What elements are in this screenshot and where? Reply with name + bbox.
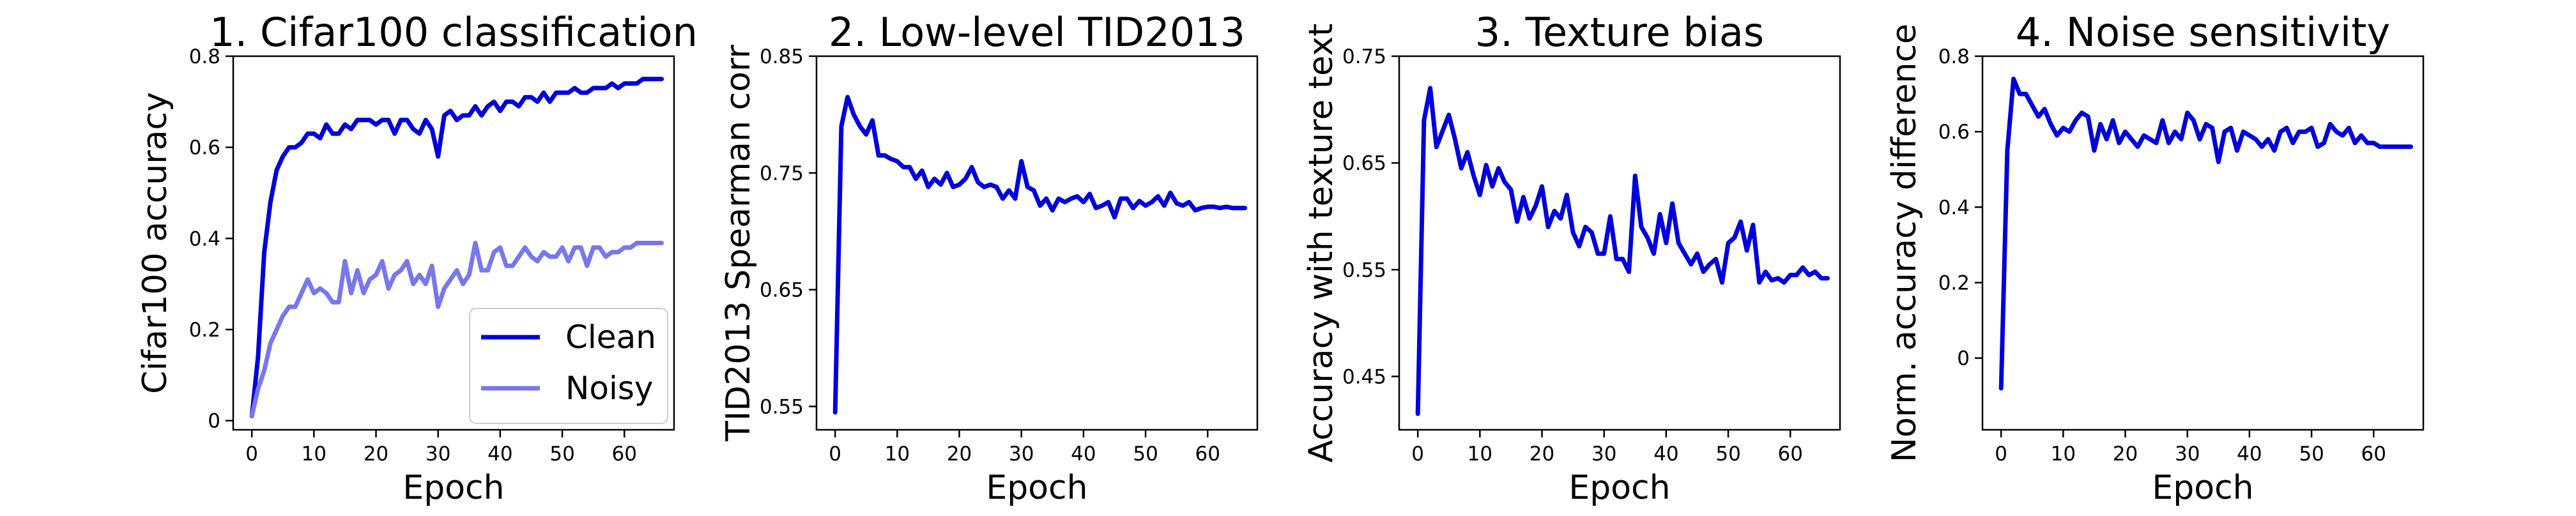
plot-frame	[232, 55, 675, 431]
legend-label-clean: Clean	[565, 319, 656, 356]
y-tick-label: 0	[1957, 347, 1970, 370]
x-tick-label: 30	[1591, 443, 1616, 466]
chart-title: 3. Texture bias	[1475, 9, 1764, 56]
y-axis-label: Cifar100 accuracy	[136, 92, 174, 394]
x-tick-label: 30	[425, 443, 450, 466]
x-tick-label: 10	[302, 443, 326, 466]
y-tick-label: 0.6	[1938, 121, 1970, 144]
y-tick-label: 0.8	[1938, 45, 1970, 68]
x-axis-label: Epoch	[402, 469, 504, 507]
series-line-1	[832, 95, 1248, 415]
chart-title: 4. Noise sensitivity	[2016, 9, 2390, 56]
x-tick-label: 10	[2051, 443, 2076, 466]
y-tick-label: 0.6	[189, 137, 220, 160]
x-tick-label: 10	[1468, 443, 1492, 466]
x-axis-label: Epoch	[1568, 469, 1670, 507]
y-tick-label: 0	[208, 410, 220, 433]
x-tick-label: 50	[1133, 443, 1158, 466]
x-tick-label: 40	[487, 443, 512, 466]
y-tick-label: 0.85	[760, 45, 804, 68]
x-tick-label: 0	[829, 443, 841, 466]
series-line-clean	[249, 77, 664, 419]
x-tick-label: 60	[1195, 443, 1220, 466]
plot-frame	[1398, 55, 1841, 431]
x-axis-label: Epoch	[986, 469, 1087, 507]
x-tick-label: 60	[612, 443, 637, 466]
y-tick-label: 0.4	[189, 227, 220, 250]
y-tick-label: 0.8	[189, 45, 220, 68]
legend: Clean Noisy	[469, 308, 668, 424]
plot-frame	[815, 55, 1259, 431]
y-tick-label: 0.65	[1342, 152, 1386, 175]
x-tick-label: 50	[2299, 443, 2324, 466]
chart-title: 1. Cifar100 classification	[210, 9, 698, 56]
y-tick-label: 0.2	[1938, 272, 1970, 295]
panel-3: 3. Texture bias 0 10 20 30 40 50 60 0.45 0.55 0.65…	[1302, 9, 1841, 507]
series-line-noisy	[249, 241, 664, 419]
x-tick-label: 50	[1715, 443, 1740, 466]
x-tick-label: 40	[2237, 443, 2262, 466]
x-tick-label: 20	[2113, 443, 2138, 466]
x-tick-label: 0	[1411, 443, 1424, 466]
x-tick-label: 0	[245, 443, 258, 466]
y-tick-label: 0.45	[1342, 365, 1386, 388]
x-tick-label: 20	[364, 443, 388, 466]
panel-1: 1. Cifar100 classification 0 10 20 30 40 50 60 0…	[136, 9, 698, 507]
x-tick-label: 40	[1653, 443, 1678, 466]
x-tick-label: 20	[947, 443, 972, 466]
y-tick-label: 0.75	[1342, 45, 1386, 68]
panel-2: 2. Low-level TID2013 0 10 20 30 40 50 60 0.55 0.6…	[719, 9, 1259, 507]
y-tick-label: 0.4	[1938, 196, 1970, 219]
y-tick-label: 0.65	[760, 279, 804, 302]
x-tick-label: 20	[1529, 443, 1554, 466]
x-tick-label: 30	[2175, 443, 2200, 466]
plot-frame	[1981, 55, 2425, 431]
y-tick-label: 0.55	[760, 395, 804, 418]
x-tick-label: 50	[549, 443, 574, 466]
chart-title: 2. Low-level TID2013	[829, 9, 1245, 56]
x-tick-label: 0	[1995, 443, 2007, 466]
x-tick-label: 10	[885, 443, 910, 466]
x-tick-label: 60	[2361, 443, 2386, 466]
y-axis-label: Norm. accuracy difference	[1885, 24, 1924, 462]
series-line-1	[1998, 77, 2414, 391]
y-axis-label: TID2013 Spearman corr	[719, 45, 758, 442]
x-axis-label: Epoch	[2152, 469, 2253, 507]
series-line-1	[1415, 86, 1830, 416]
y-tick-label: 0.55	[1342, 259, 1386, 282]
legend-label-noisy: Noisy	[565, 370, 654, 407]
y-tick-label: 0.2	[189, 319, 220, 342]
x-tick-label: 40	[1071, 443, 1096, 466]
panel-4: 4. Noise sensitivity 0 10 20 30 40 50 60 0 0.2 0.4…	[1885, 9, 2425, 507]
y-axis-label: Accuracy with texture text	[1302, 24, 1340, 463]
y-tick-label: 0.75	[760, 162, 804, 185]
x-tick-label: 30	[1009, 443, 1034, 466]
x-tick-label: 60	[1778, 443, 1803, 466]
